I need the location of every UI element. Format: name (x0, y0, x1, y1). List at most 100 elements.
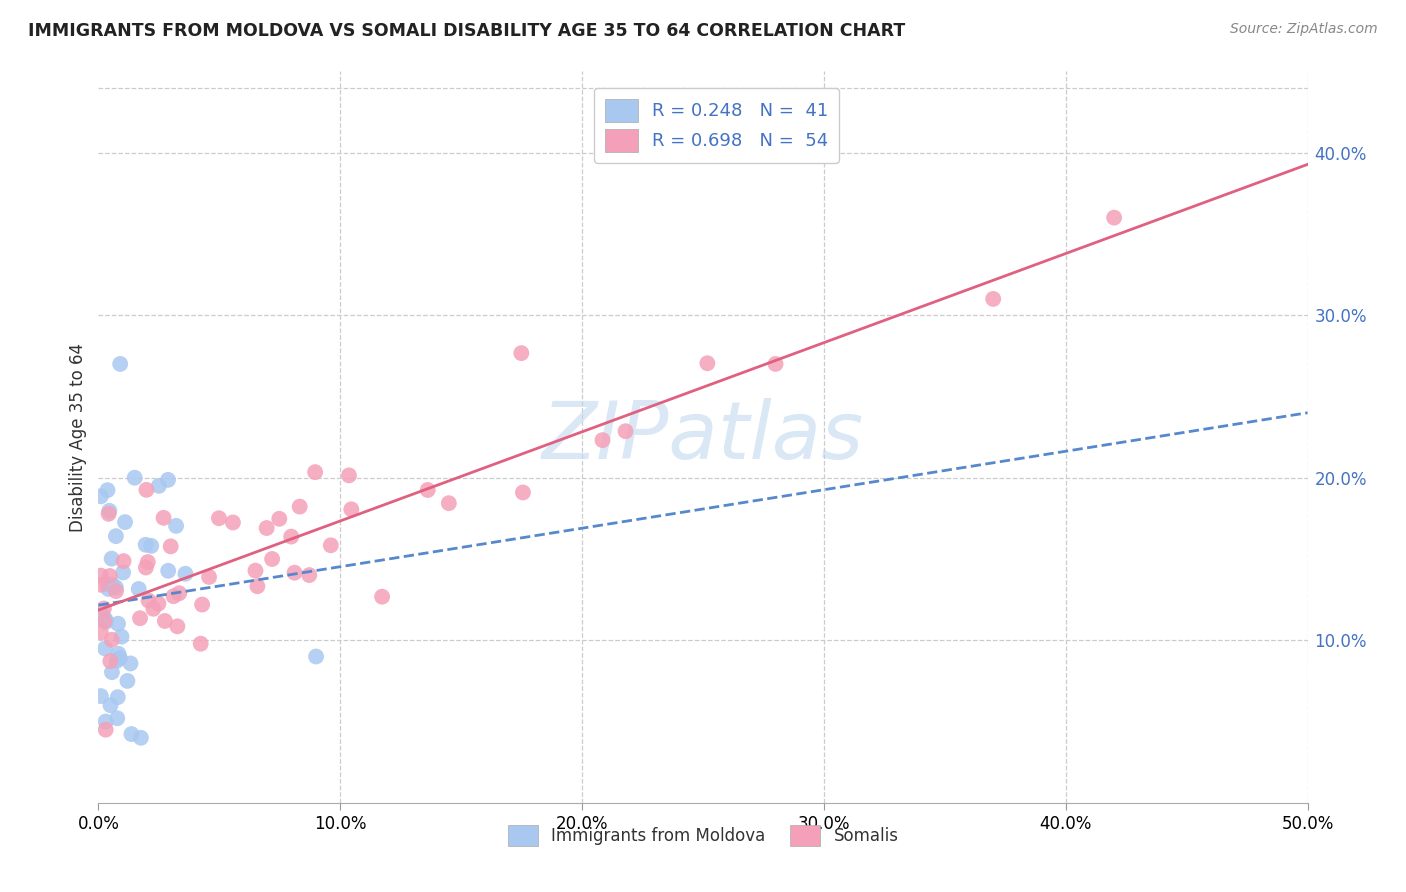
Point (614, 424, 637, 438)
Point (94, 612, 117, 626)
Point (91, 608, 114, 623)
Point (340, 502, 363, 516)
Point (101, 577, 124, 591)
Point (305, 649, 328, 664)
Point (437, 496, 460, 510)
Point (101, 665, 124, 680)
Point (100, 698, 122, 713)
Point (108, 357, 131, 371)
Point (128, 582, 150, 596)
Point (108, 651, 131, 665)
Text: IMMIGRANTS FROM MOLDOVA VS SOMALI DISABILITY AGE 35 TO 64 CORRELATION CHART: IMMIGRANTS FROM MOLDOVA VS SOMALI DISABI… (28, 22, 905, 40)
Point (153, 614, 176, 628)
Point (93, 614, 115, 628)
Point (136, 555, 159, 569)
Legend: Immigrants from Moldova, Somalis: Immigrants from Moldova, Somalis (501, 818, 905, 853)
Point (100, 632, 122, 647)
Point (269, 512, 291, 526)
Point (280, 530, 302, 544)
Point (592, 433, 614, 447)
Point (129, 611, 152, 625)
Point (696, 356, 718, 370)
Point (208, 511, 231, 525)
Point (104, 580, 127, 594)
Point (152, 511, 174, 525)
Point (246, 579, 269, 593)
Point (165, 519, 187, 533)
Point (98, 504, 121, 518)
Point (166, 619, 188, 633)
Point (298, 568, 321, 582)
Point (107, 647, 129, 661)
Text: ZIPatlas: ZIPatlas (541, 398, 865, 476)
Point (107, 616, 129, 631)
Point (138, 593, 160, 607)
Point (981, 292, 1004, 306)
Point (93, 601, 115, 615)
Point (110, 630, 132, 644)
Point (162, 589, 184, 603)
Point (117, 673, 139, 688)
Point (167, 586, 190, 600)
Point (148, 597, 170, 611)
Point (129, 731, 152, 745)
Point (94, 723, 117, 737)
Point (135, 560, 157, 574)
Point (90, 578, 112, 592)
Point (222, 516, 245, 530)
Point (765, 357, 787, 371)
Point (283, 566, 305, 580)
Point (157, 473, 180, 487)
Point (256, 521, 278, 535)
Point (124, 471, 146, 485)
Point (141, 539, 163, 553)
Point (120, 727, 142, 741)
Point (304, 465, 326, 479)
Point (191, 598, 214, 612)
Point (288, 500, 311, 514)
Point (512, 485, 534, 500)
Point (105, 584, 128, 599)
Point (96, 483, 118, 498)
Point (135, 483, 157, 497)
Point (98, 569, 121, 583)
Point (98, 654, 121, 668)
Point (262, 552, 284, 566)
Point (319, 538, 342, 552)
Point (148, 479, 170, 493)
Point (105, 654, 128, 668)
Point (371, 590, 394, 604)
Point (198, 570, 221, 584)
Point (114, 515, 136, 529)
Point (94, 615, 117, 629)
Text: Source: ZipAtlas.com: Source: ZipAtlas.com (1230, 22, 1378, 37)
Point (94, 641, 117, 656)
Y-axis label: Disability Age 35 to 64: Disability Age 35 to 64 (69, 343, 87, 532)
Point (97, 577, 120, 591)
Point (416, 483, 439, 497)
Point (90, 689, 112, 703)
Point (105, 711, 128, 725)
Point (510, 346, 533, 360)
Point (190, 637, 212, 651)
Point (135, 538, 157, 552)
Point (100, 551, 122, 566)
Point (337, 468, 360, 483)
Point (120, 657, 142, 671)
Point (90, 625, 112, 640)
Point (159, 540, 181, 554)
Point (174, 566, 197, 581)
Point (142, 601, 165, 615)
Point (1102, 211, 1125, 225)
Point (245, 564, 267, 578)
Point (94, 714, 117, 729)
Point (104, 529, 127, 543)
Point (90, 489, 112, 503)
Point (112, 566, 135, 580)
Point (112, 554, 135, 568)
Point (97, 582, 120, 596)
Point (90, 568, 112, 582)
Point (107, 690, 129, 705)
Point (97, 507, 120, 521)
Point (157, 564, 180, 578)
